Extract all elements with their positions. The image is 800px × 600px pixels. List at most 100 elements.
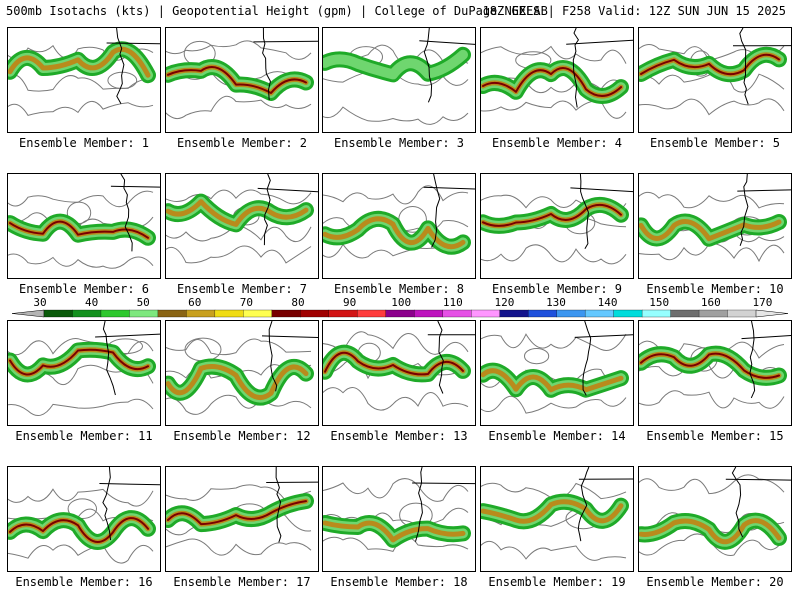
height-contour — [166, 394, 312, 415]
ensemble-map-panel — [165, 466, 319, 572]
colorbar-segment — [442, 309, 472, 318]
coastline — [262, 28, 271, 101]
colorbar-segment — [727, 309, 757, 318]
border-line — [253, 40, 318, 43]
ensemble-member-label: Ensemble Member: 2 — [176, 136, 308, 150]
height-contour — [323, 478, 469, 502]
coastline — [572, 28, 579, 108]
run-info: 18Z GEFS | F258 Valid: 12Z SUN JUN 15 20… — [482, 4, 786, 18]
coastline — [431, 174, 441, 248]
ensemble-map — [639, 174, 791, 263]
coastline — [415, 467, 423, 542]
colorbar-segment — [528, 309, 558, 318]
height-contour — [8, 74, 154, 92]
ensemble-member-label: Ensemble Member: 17 — [173, 575, 311, 589]
ensemble-map — [639, 467, 791, 556]
colorbar-segment — [471, 309, 501, 318]
ensemble-map-panel — [638, 173, 792, 279]
ensemble-map-panel — [480, 320, 634, 426]
ensemble-map-panel — [480, 466, 634, 572]
colorbar-tick-label: 50 — [136, 296, 150, 309]
ensemble-member-label: Ensemble Member: 12 — [173, 429, 311, 443]
colorbar-segment — [357, 309, 387, 318]
ensemble-map — [481, 321, 633, 414]
coastline — [739, 28, 749, 105]
coastline — [102, 467, 112, 541]
ensemble-map-panel — [165, 27, 319, 133]
isotach-jet-band — [640, 352, 780, 379]
isotach-jet-band — [9, 517, 149, 543]
height-contour — [323, 106, 469, 125]
colorbar-tick-label: 150 — [649, 296, 670, 309]
coastline — [437, 321, 444, 394]
coastline — [263, 174, 271, 246]
height-contour — [481, 333, 627, 351]
isotach-jet-band — [167, 66, 307, 94]
colorbar-tick-label: 80 — [291, 296, 305, 309]
colorbar-tick-label: 130 — [546, 296, 566, 309]
height-contour — [8, 253, 154, 269]
ensemble-map-panel — [322, 466, 476, 572]
colorbar-segment — [186, 309, 216, 318]
ensemble-map — [323, 28, 475, 125]
border-line — [570, 187, 633, 193]
coastline — [102, 321, 116, 396]
isotach-colorbar — [11, 309, 789, 318]
colorbar-tick-label: 90 — [342, 296, 357, 309]
ensemble-member-label: Ensemble Member: 20 — [646, 575, 784, 589]
colorbar-segment — [328, 309, 358, 318]
coastline — [577, 467, 590, 542]
coastline — [749, 321, 756, 399]
colorbar-tick-label: 70 — [239, 296, 254, 309]
border-line — [741, 335, 791, 340]
coastline — [582, 321, 592, 396]
border-line — [725, 478, 791, 481]
ensemble-map-panel — [322, 173, 476, 279]
height-contour — [166, 189, 312, 205]
isotach-jet-band — [482, 203, 622, 227]
isotach-jet-band — [323, 520, 466, 543]
height-contour — [8, 190, 154, 208]
coastline — [120, 174, 133, 252]
height-contour — [639, 70, 785, 93]
colorbar-segment — [214, 309, 244, 318]
ensemble-member-label: Ensemble Member: 16 — [15, 575, 153, 589]
height-contour — [639, 390, 785, 409]
ensemble-member-label: Ensemble Member: 4 — [491, 136, 623, 150]
ensemble-map — [8, 28, 160, 116]
ensemble-map — [166, 467, 318, 556]
border-line — [423, 186, 475, 190]
ensemble-map-panel — [638, 27, 792, 133]
height-contour — [166, 245, 312, 264]
colorbar-segment — [613, 309, 643, 318]
coastline — [739, 174, 749, 246]
colorbar-segment — [670, 309, 700, 318]
height-contour — [166, 95, 312, 120]
ensemble-map-panel — [7, 466, 161, 572]
ensemble-map — [481, 174, 633, 265]
ensemble-map-panel — [322, 27, 476, 133]
colorbar-tick-label: 30 — [33, 296, 47, 309]
ensemble-map — [8, 321, 160, 417]
ensemble-map-panel — [480, 27, 634, 133]
ensemble-map — [166, 174, 318, 264]
ensemble-map — [166, 28, 318, 120]
isotach-jet-band — [481, 368, 624, 393]
ensemble-member-label: Ensemble Member: 7 — [176, 282, 308, 296]
height-contour — [639, 191, 785, 209]
ensemble-member-label: Ensemble Member: 5 — [649, 136, 781, 150]
height-contour — [481, 540, 627, 561]
height-contour — [323, 185, 469, 205]
border-line — [106, 42, 160, 45]
height-contour — [524, 347, 550, 365]
border-line — [95, 333, 160, 338]
ensemble-map — [481, 28, 633, 119]
map-header: 500mb Isotachs (kts) | Geopotential Heig… — [4, 4, 796, 20]
isotach-jet-band — [167, 500, 307, 526]
isotach-jet-band — [640, 53, 780, 76]
ensemble-map-panel — [165, 173, 319, 279]
colorbar-tick-label: 160 — [700, 296, 721, 309]
ensemble-map — [8, 467, 160, 564]
ensemble-map — [8, 174, 160, 269]
colorbar-overflow-triangle — [755, 309, 789, 318]
